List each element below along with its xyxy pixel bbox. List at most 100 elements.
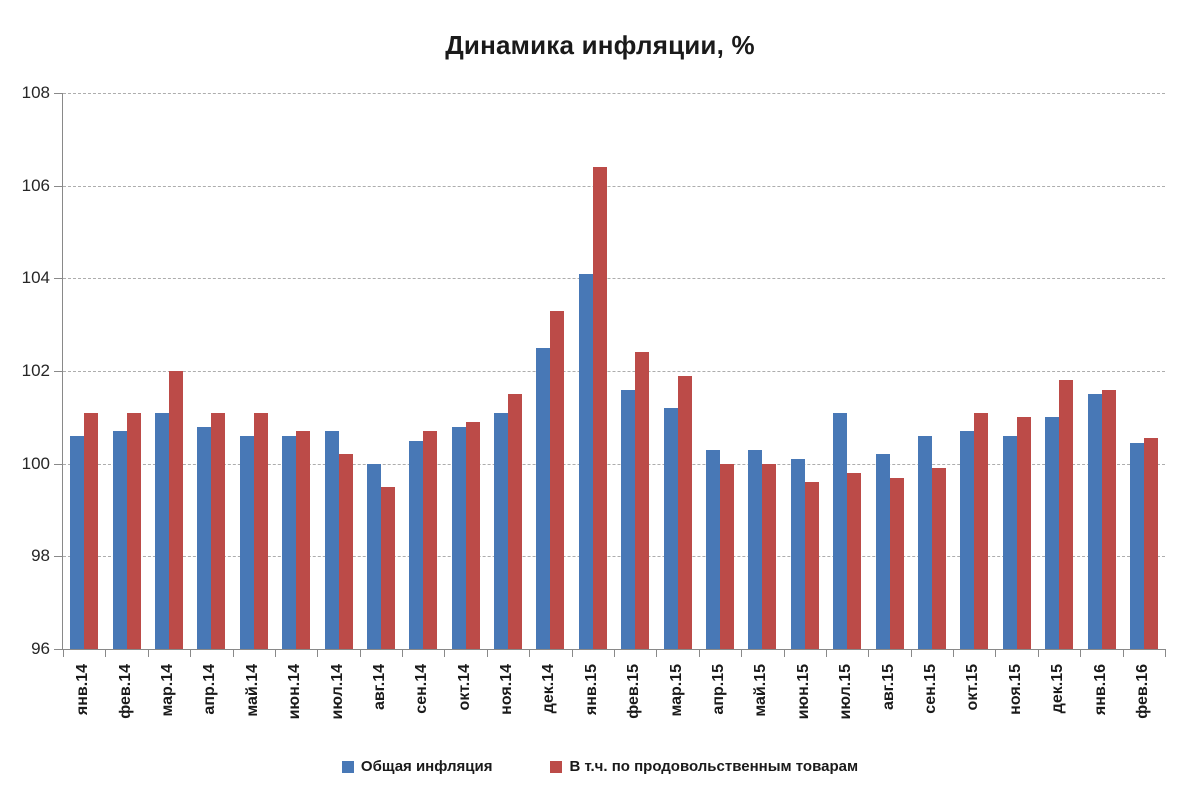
bar-group-июл.15 xyxy=(826,93,868,649)
x-tick-20 xyxy=(910,649,912,657)
x-label-text-сен.14: сен.14 xyxy=(413,664,431,714)
bar-total-фев.14 xyxy=(112,431,127,649)
x-tick-15 xyxy=(698,649,700,657)
x-tick-24 xyxy=(1080,649,1082,657)
bar-food-окт.14 xyxy=(465,421,480,649)
bar-food-авг.14 xyxy=(380,486,395,649)
bar-total-фев.16 xyxy=(1129,442,1144,649)
gridline-106 xyxy=(63,185,1165,187)
x-label-text-апр.15: апр.15 xyxy=(710,664,728,715)
gridline-102 xyxy=(63,371,1165,372)
legend-item-food: В т.ч. по продовольственным товарам xyxy=(550,758,858,775)
bar-group-окт.15 xyxy=(953,93,995,649)
bar-group-дек.14 xyxy=(529,93,571,649)
bar-total-июн.15 xyxy=(790,459,805,649)
bar-group-янв.16 xyxy=(1080,93,1122,649)
x-label-ноя.15: ноя.15 xyxy=(995,657,1037,747)
bar-group-май.14 xyxy=(233,93,275,649)
bar-food-фев.14 xyxy=(126,412,141,649)
x-label-text-ноя.14: ноя.14 xyxy=(498,664,516,715)
plot-area xyxy=(54,93,1166,657)
bar-food-окт.15 xyxy=(974,412,989,649)
x-label-май.14: май.14 xyxy=(232,657,274,747)
x-label-text-июл.15: июл.15 xyxy=(837,664,855,720)
x-label-фев.15: фев.15 xyxy=(613,657,655,747)
y-tick-96 xyxy=(54,649,63,650)
x-tick-9 xyxy=(444,649,446,657)
x-label-дек.15: дек.15 xyxy=(1037,657,1079,747)
x-tick-18 xyxy=(825,649,827,657)
bar-total-окт.15 xyxy=(960,431,975,649)
bar-food-апр.14 xyxy=(211,412,226,649)
chart-title: Динамика инфляции, % xyxy=(445,30,755,60)
y-tick-106 xyxy=(54,185,63,187)
x-label-янв.16: янв.16 xyxy=(1079,657,1121,747)
gridline-100 xyxy=(63,463,1165,465)
x-label-фев.14: фев.14 xyxy=(104,657,146,747)
x-label-text-дек.15: дек.15 xyxy=(1049,664,1067,714)
y-tick-label-108: 108 xyxy=(21,83,50,102)
bar-group-авг.14 xyxy=(360,93,402,649)
x-tick-26 xyxy=(1165,649,1166,657)
x-label-окт.15: окт.15 xyxy=(952,657,994,747)
bar-food-апр.15 xyxy=(720,463,735,649)
bar-food-фев.15 xyxy=(635,352,650,649)
bar-total-мар.14 xyxy=(154,412,169,649)
x-tick-6 xyxy=(317,649,319,657)
x-label-мар.15: мар.15 xyxy=(655,657,697,747)
bar-food-дек.15 xyxy=(1059,380,1074,649)
bar-group-фев.14 xyxy=(105,93,147,649)
bar-total-сен.15 xyxy=(918,435,932,649)
bar-total-ноя.14 xyxy=(494,412,509,649)
bar-food-сен.14 xyxy=(423,431,438,649)
x-label-text-авг.14: авг.14 xyxy=(370,664,388,711)
x-label-июл.14: июл.14 xyxy=(316,657,358,747)
x-label-text-мар.15: мар.15 xyxy=(667,664,685,717)
bar-total-апр.14 xyxy=(197,426,212,649)
legend-label-food: В т.ч. по продовольственным товарам xyxy=(569,758,859,775)
bar-total-апр.15 xyxy=(706,449,721,649)
x-tick-22 xyxy=(995,649,997,657)
bar-group-дек.15 xyxy=(1038,93,1080,649)
x-tick-2 xyxy=(147,649,149,657)
x-tick-11 xyxy=(529,649,531,657)
bar-food-июн.15 xyxy=(804,482,819,649)
bar-group-июн.14 xyxy=(275,93,317,649)
y-tick-98 xyxy=(54,556,63,558)
bar-food-мар.14 xyxy=(168,371,183,649)
bar-total-июл.14 xyxy=(324,431,339,649)
bar-total-фев.15 xyxy=(621,389,636,649)
x-axis-labels: янв.14 фев.14 мар.14 апр.14 май.14 июн.14 июл.… xyxy=(62,657,1164,747)
bar-group-сен.15 xyxy=(911,93,953,649)
bar-total-июн.14 xyxy=(282,435,297,649)
gridline-108 xyxy=(63,93,1165,94)
x-label-фев.16: фев.16 xyxy=(1122,657,1164,747)
bar-group-янв.14 xyxy=(63,93,105,649)
x-label-text-окт.15: окт.15 xyxy=(964,664,982,711)
bar-group-сен.14 xyxy=(402,93,444,649)
bar-total-ноя.15 xyxy=(1002,435,1017,649)
bar-food-июн.14 xyxy=(296,431,311,649)
x-tick-21 xyxy=(953,649,955,657)
bar-group-мар.14 xyxy=(148,93,190,649)
bar-food-дек.14 xyxy=(550,310,565,649)
bar-group-фев.15 xyxy=(614,93,656,649)
bar-group-апр.14 xyxy=(190,93,232,649)
y-axis-labels: 96 98 100 102 104 106 108 xyxy=(0,83,50,658)
legend-swatch-total-icon xyxy=(341,760,354,773)
y-tick-label-102: 102 xyxy=(21,361,50,380)
x-label-мар.14: мар.14 xyxy=(147,657,189,747)
bar-total-дек.15 xyxy=(1045,417,1060,649)
x-label-text-июн.15: июн.15 xyxy=(794,664,812,720)
y-tick-label-98: 98 xyxy=(31,546,50,566)
y-tick-label-96: 96 xyxy=(31,639,50,658)
bar-group-мар.15 xyxy=(656,93,698,649)
bar-food-янв.15 xyxy=(592,167,607,649)
x-tick-23 xyxy=(1037,649,1039,657)
x-label-июн.15: июн.15 xyxy=(783,657,825,747)
x-label-май.15: май.15 xyxy=(740,657,782,747)
bar-food-июл.14 xyxy=(338,454,353,649)
x-tick-7 xyxy=(359,649,361,657)
y-tick-label-104: 104 xyxy=(21,268,50,288)
x-label-text-ноя.15: ноя.15 xyxy=(1006,664,1024,715)
